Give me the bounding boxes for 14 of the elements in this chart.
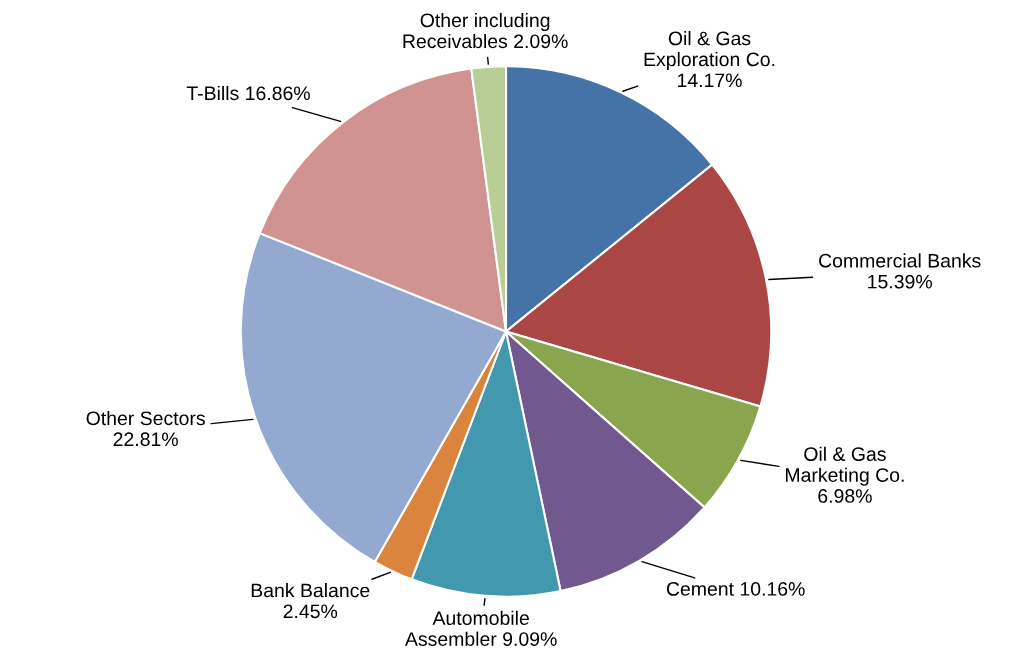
data-label: 14.17% xyxy=(678,73,742,88)
data-label: 15.39% xyxy=(868,274,932,289)
data-label: 22.81% xyxy=(113,432,178,447)
slice-label: Automobile Assembler 9.09% xyxy=(404,610,557,646)
slice-label: Cement 10.16% xyxy=(666,582,805,596)
slice-label: Other Sectors xyxy=(86,410,205,426)
slice-label: Oil & Gas Marketing Co. xyxy=(785,446,904,486)
slice-label: Oil & Gas Exploration Co. xyxy=(644,31,775,71)
slice-label: Other including Receivables 2.09% xyxy=(403,12,568,49)
slice-label: T-Bills 16.86% xyxy=(186,85,310,101)
slice-label: Bank Balance xyxy=(251,583,370,598)
data-label: 6.98% xyxy=(818,489,872,503)
data-label: 2.45% xyxy=(283,604,338,619)
slice-label: Commercial Banks xyxy=(819,253,981,268)
